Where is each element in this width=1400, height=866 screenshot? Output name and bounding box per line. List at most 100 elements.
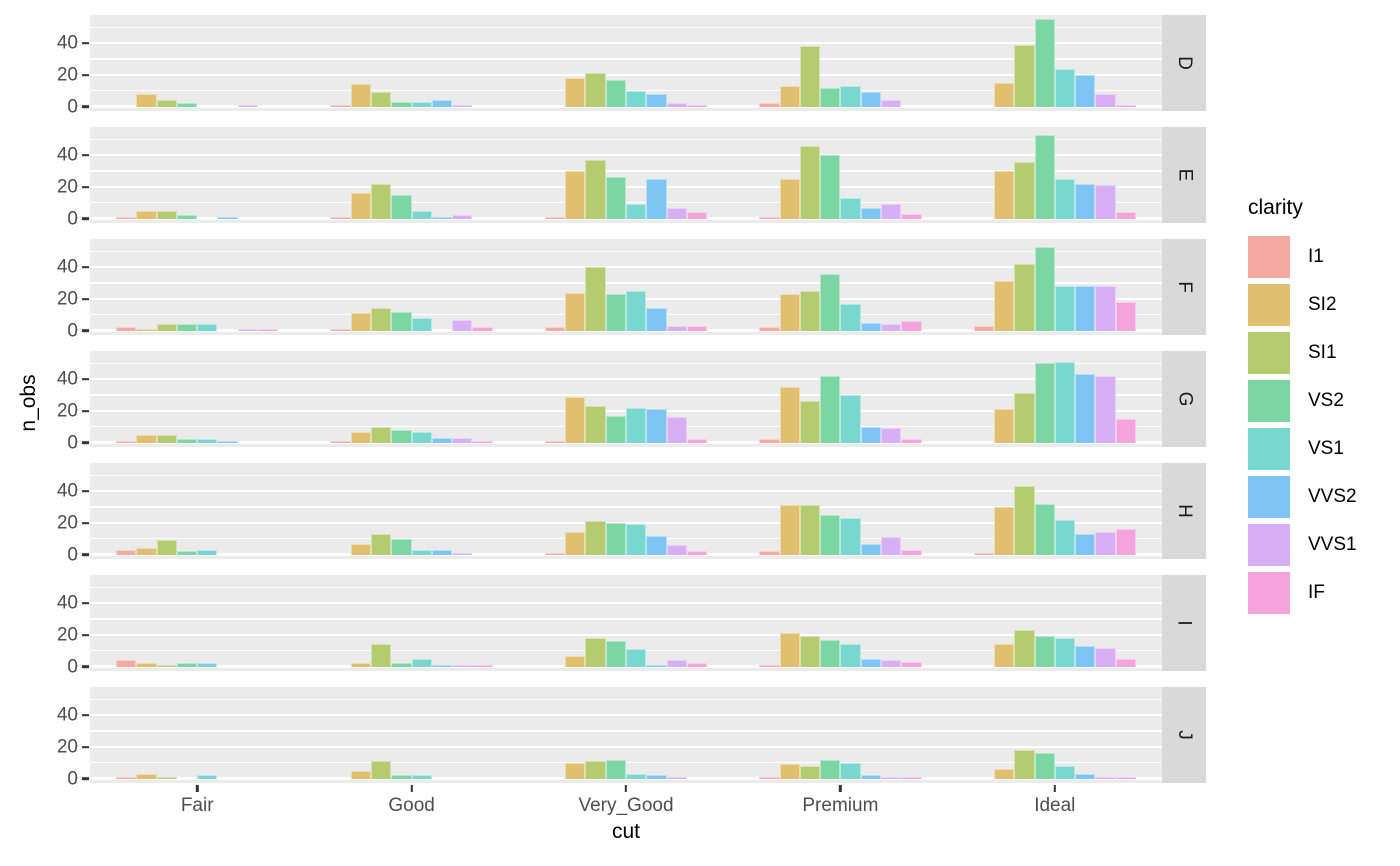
bar-VVS1 (1095, 375, 1116, 443)
bar-I1 (116, 777, 137, 779)
bar-VS1 (411, 101, 432, 107)
y-tick-mark (82, 297, 89, 301)
legend-entry-VVS1: VVS1 (1248, 524, 1357, 566)
y-tick-label: 20 (56, 400, 78, 422)
x-tick-mark (195, 785, 199, 792)
bar-VVS2 (431, 549, 453, 555)
bar-SI2 (136, 663, 157, 667)
bar-cluster (962, 630, 1149, 667)
facet-row-F: 0 20 40 F (0, 239, 1206, 340)
facet-panel-H (90, 463, 1162, 559)
y-tick-mark (82, 745, 89, 749)
bar-group-Premium (733, 351, 947, 447)
legend-swatch (1248, 476, 1290, 518)
y-tick-mark (82, 73, 89, 77)
bar-VS1 (625, 90, 647, 107)
y-axis: 0 20 40 (0, 239, 90, 340)
bar-SI2 (350, 431, 372, 443)
bar-VVS2 (646, 665, 667, 667)
legend-label: IF (1308, 582, 1325, 603)
y-tick-label: 40 (56, 144, 78, 166)
gridline-major (90, 153, 1162, 157)
gridline-major (90, 441, 1162, 444)
bar-I1 (330, 441, 351, 443)
bar-VVS2 (431, 437, 453, 443)
bar-IF (686, 439, 708, 443)
bar-group-Good (304, 463, 518, 559)
bar-SI1 (156, 665, 177, 667)
bar-VVS1 (666, 660, 687, 667)
bar-VS1 (1054, 765, 1076, 779)
facet-row-H: 0 20 40 H (0, 463, 1206, 564)
bar-I1 (759, 777, 780, 779)
x-tick-mark (1053, 785, 1056, 792)
bar-VS1 (625, 204, 647, 219)
bar-I1 (330, 105, 351, 107)
bar-VS1 (1054, 178, 1076, 219)
bar-SI1 (156, 434, 177, 443)
y-tick-label: 0 (67, 208, 78, 230)
bar-group-Ideal (948, 687, 1162, 783)
bar-VS2 (820, 639, 841, 667)
facet-panel-D (90, 15, 1162, 111)
facet-panel-E (90, 127, 1162, 223)
y-tick-mark (82, 713, 89, 717)
bar-VVS2 (860, 775, 881, 779)
y-tick-label: 0 (67, 544, 78, 566)
bar-VS1 (840, 197, 861, 219)
bar-group-Premium (733, 127, 947, 223)
bar-group-Fair (90, 575, 304, 671)
bar-VS1 (625, 524, 647, 555)
x-tick-label: Premium (802, 795, 879, 816)
y-tick-label: 20 (56, 176, 78, 198)
bar-SI1 (799, 636, 821, 667)
bar-VS1 (1054, 361, 1076, 443)
bar-SI1 (585, 159, 606, 219)
bar-VS1 (411, 210, 432, 219)
legend-entry-IF: IF (1248, 572, 1357, 614)
facet-strip: J (1162, 687, 1206, 783)
bar-VVS2 (1075, 286, 1096, 331)
bar-IF (1115, 105, 1136, 107)
y-axis: 0 20 40 (0, 463, 90, 564)
bar-SI1 (371, 426, 392, 443)
bar-VS2 (605, 522, 626, 555)
bar-IF (901, 549, 922, 555)
bar-SI2 (136, 329, 157, 331)
facet-strip-label: D (1173, 56, 1195, 70)
gridline-minor (90, 250, 1162, 252)
bar-VS1 (411, 658, 432, 667)
legend-swatch (1248, 524, 1290, 566)
y-tick-mark (82, 329, 89, 332)
bar-SI1 (371, 92, 392, 107)
bar-group-Ideal (948, 351, 1162, 447)
bar-SI2 (350, 770, 372, 779)
bar-I1 (544, 441, 566, 443)
y-tick-mark (82, 777, 89, 780)
bar-SI1 (371, 761, 392, 779)
bar-VVS1 (666, 103, 687, 107)
bar-VS2 (391, 311, 412, 331)
bar-group-Fair (90, 127, 304, 223)
bar-VS2 (391, 663, 412, 667)
bar-IF (472, 327, 493, 331)
y-tick-label: 40 (56, 32, 78, 54)
bar-cluster (747, 633, 934, 667)
bar-SI2 (565, 655, 586, 667)
bar-SI2 (350, 313, 372, 331)
bar-cluster (318, 533, 505, 555)
bar-VVS2 (217, 217, 238, 219)
plot-area: 0 20 40 D 0 20 40 E 0 20 40 F 0 20 40 G 0 20 40 H 0 20 40 I 0 20 4… (0, 15, 1206, 799)
bar-IF (472, 441, 493, 443)
legend-entry-SI2: SI2 (1248, 284, 1357, 326)
bar-VS2 (176, 215, 198, 219)
bar-SI1 (1014, 750, 1035, 779)
legend-entry-VVS2: VVS2 (1248, 476, 1357, 518)
legend-swatch (1248, 380, 1290, 422)
legend: clarity I1 SI2 SI1 VS2 VS1 VVS2 VVS1 IF (1248, 196, 1357, 620)
bar-VVS1 (880, 537, 902, 555)
gridline-minor (90, 202, 1162, 204)
bar-group-Very_Good (519, 463, 733, 559)
bar-VS2 (820, 155, 841, 219)
bar-SI2 (779, 764, 800, 779)
